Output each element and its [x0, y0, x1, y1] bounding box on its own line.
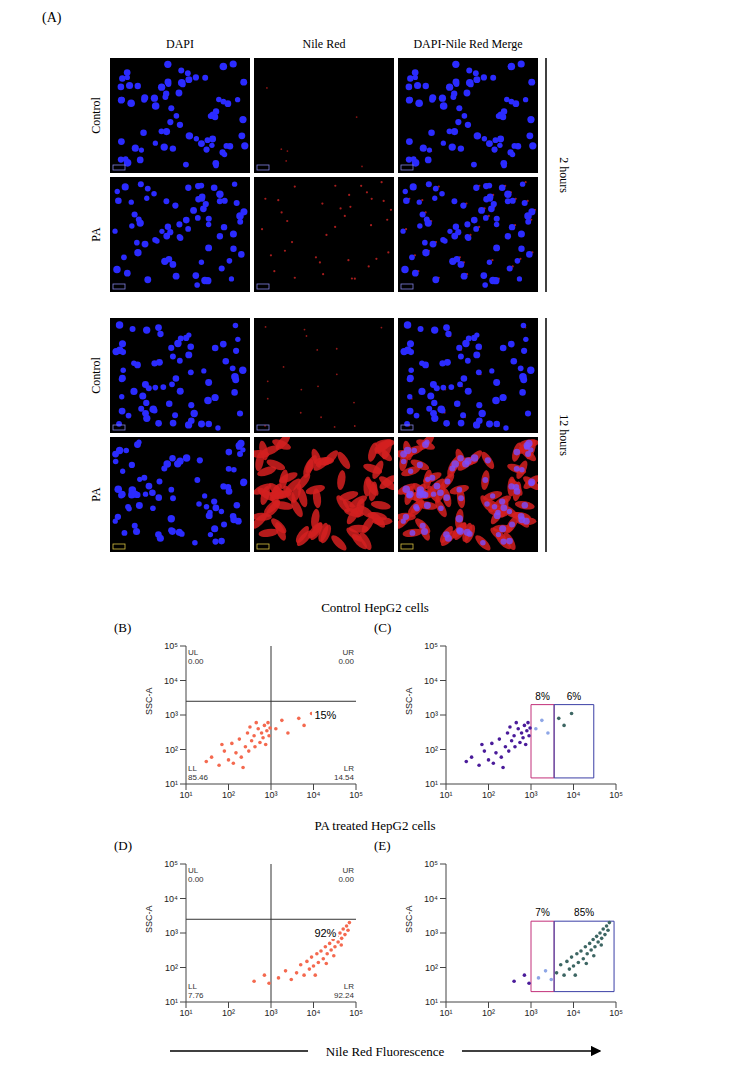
svg-text:10²: 10² [482, 790, 495, 800]
svg-text:6%: 6% [567, 691, 582, 702]
svg-text:2 hours: 2 hours [557, 157, 571, 193]
svg-text:10³: 10³ [165, 928, 178, 938]
svg-text:10⁵: 10⁵ [609, 1008, 623, 1018]
svg-text:10³: 10³ [165, 710, 178, 720]
svg-text:10⁵: 10⁵ [424, 859, 438, 869]
svg-text:10⁴: 10⁴ [424, 676, 438, 686]
svg-text:10¹: 10¹ [425, 779, 438, 789]
svg-text:SSC-A: SSC-A [404, 905, 414, 933]
html-text:(B): (B) [114, 620, 132, 635]
svg-text:10²: 10² [425, 745, 438, 755]
svg-text:PA: PA [89, 487, 103, 502]
svg-text:10³: 10³ [264, 790, 277, 800]
svg-text:10⁴: 10⁴ [164, 894, 178, 904]
svg-text:(A): (A) [42, 10, 62, 26]
html-text:14.54: 14.54 [334, 773, 354, 782]
svg-text:Control: Control [89, 97, 103, 134]
svg-text:10²: 10² [165, 745, 178, 755]
svg-text:10³: 10³ [425, 928, 438, 938]
svg-text:10⁵: 10⁵ [424, 641, 438, 651]
svg-text:PA: PA [89, 227, 103, 242]
svg-text:SSC-A: SSC-A [144, 905, 154, 933]
svg-text:SSC-A: SSC-A [404, 687, 414, 715]
html-text:UR: UR [342, 866, 354, 875]
html-text:LR: LR [343, 764, 354, 773]
svg-text:10²: 10² [165, 963, 178, 973]
html-text:92%: 92% [314, 927, 337, 939]
html-text:0.00: 0.00 [188, 657, 204, 666]
html-text:0.00: 0.00 [338, 875, 354, 884]
svg-text:10¹: 10¹ [439, 1008, 452, 1018]
html-text:UL: UL [188, 866, 199, 875]
svg-text:85%: 85% [574, 907, 594, 918]
html-text:85.46: 85.46 [188, 773, 208, 782]
svg-text:10⁵: 10⁵ [349, 1008, 363, 1018]
html-text:UR: UR [342, 648, 354, 657]
svg-text:10¹: 10¹ [179, 1008, 192, 1018]
svg-text:10¹: 10¹ [439, 790, 452, 800]
svg-text:Control: Control [89, 357, 103, 394]
svg-text:SSC-A: SSC-A [144, 687, 154, 715]
svg-text:10⁴: 10⁴ [567, 1008, 581, 1018]
svg-text:10²: 10² [222, 1008, 235, 1018]
svg-text:12 hours: 12 hours [557, 414, 571, 456]
svg-text:10⁴: 10⁴ [307, 790, 321, 800]
svg-text:10²: 10² [425, 963, 438, 973]
svg-text:DAPI-Nile Red Merge: DAPI-Nile Red Merge [413, 37, 522, 51]
svg-text:10⁴: 10⁴ [567, 790, 581, 800]
svg-text:10⁴: 10⁴ [307, 1008, 321, 1018]
svg-text:7%: 7% [535, 907, 550, 918]
svg-text:10³: 10³ [264, 1008, 277, 1018]
html-text:0.00: 0.00 [188, 875, 204, 884]
svg-text:10²: 10² [222, 790, 235, 800]
svg-text:10³: 10³ [524, 790, 537, 800]
svg-text:10¹: 10¹ [179, 790, 192, 800]
html-text:92.24: 92.24 [334, 991, 354, 1000]
html-text:7.76: 7.76 [188, 991, 204, 1000]
svg-text:8%: 8% [535, 691, 550, 702]
html-text:LL: LL [188, 764, 197, 773]
svg-text:10⁵: 10⁵ [164, 859, 178, 869]
svg-text:10⁴: 10⁴ [164, 676, 178, 686]
html-text:LL: LL [188, 982, 197, 991]
svg-text:10⁵: 10⁵ [349, 790, 363, 800]
html-text:LR: LR [343, 982, 354, 991]
html-text:PA treated HepG2 cells: PA treated HepG2 cells [314, 818, 436, 833]
svg-text:10⁵: 10⁵ [164, 641, 178, 651]
html-text:Control HepG2 cells: Control HepG2 cells [321, 600, 429, 615]
svg-text:10¹: 10¹ [165, 997, 178, 1007]
html-text:(D): (D) [114, 838, 132, 853]
html-text:15%: 15% [314, 709, 337, 721]
svg-text:10¹: 10¹ [165, 779, 178, 789]
html-text:(E): (E) [374, 838, 391, 853]
svg-text:Nile Red: Nile Red [303, 37, 346, 51]
svg-text:10⁴: 10⁴ [424, 894, 438, 904]
svg-text:DAPI: DAPI [166, 37, 194, 51]
svg-text:10³: 10³ [524, 1008, 537, 1018]
svg-text:10³: 10³ [425, 710, 438, 720]
svg-text:10¹: 10¹ [425, 997, 438, 1007]
svg-text:10²: 10² [482, 1008, 495, 1018]
html-text:UL: UL [188, 648, 199, 657]
html-text:(C): (C) [374, 620, 392, 635]
svg-text:10⁵: 10⁵ [609, 790, 623, 800]
svg-text:Nile Red Fluorescence: Nile Red Fluorescence [326, 1044, 445, 1059]
html-text:0.00: 0.00 [338, 657, 354, 666]
